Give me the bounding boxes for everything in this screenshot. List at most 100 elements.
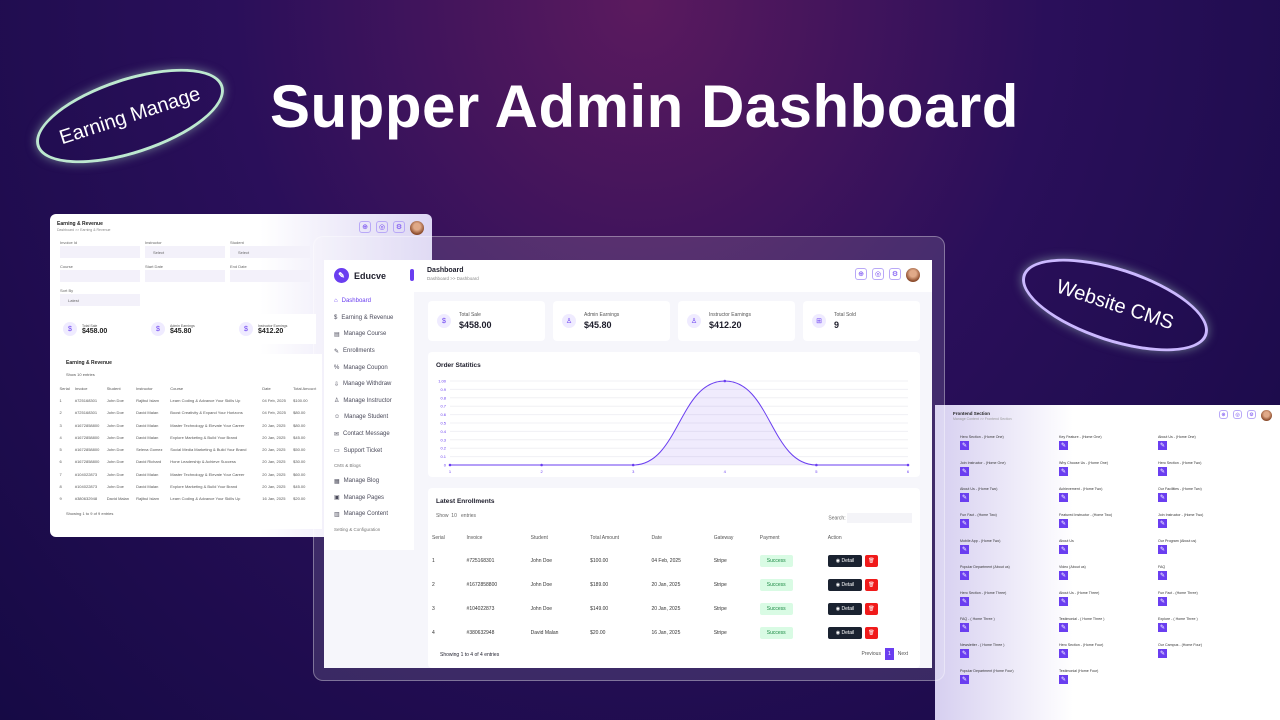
edit-icon[interactable]: ✎ [1158, 519, 1167, 528]
edit-icon[interactable]: ✎ [1158, 493, 1167, 502]
globe-icon[interactable]: ⊕ [359, 221, 371, 233]
column-header[interactable]: Total Amount [590, 535, 620, 541]
data-point[interactable] [631, 463, 635, 467]
sidebar-item-manage-withdraw[interactable]: ⇩ Manage Withdraw [334, 376, 404, 393]
edit-icon[interactable]: ✎ [1158, 571, 1167, 580]
filter-input[interactable] [145, 270, 225, 282]
previous-button[interactable]: Previous [861, 651, 881, 657]
column-header[interactable]: Student [106, 385, 121, 391]
data-point[interactable] [448, 463, 452, 467]
sidebar-collapse-button[interactable] [410, 269, 414, 281]
sidebar-item-manage-course[interactable]: ▤ Manage Course [334, 326, 404, 343]
column-header[interactable]: Serial [432, 535, 445, 541]
column-header[interactable]: Invoice [74, 385, 88, 391]
column-header[interactable]: Invoice [466, 535, 483, 541]
edit-icon[interactable]: ✎ [960, 545, 969, 554]
sidebar-item-enrollments[interactable]: ✎ Enrollments [334, 343, 404, 360]
sidebar-item-manage-instructor[interactable]: ♙ Manage Instructor [334, 393, 404, 410]
cache-icon[interactable]: ◎ [1233, 410, 1242, 419]
data-point[interactable] [540, 463, 543, 467]
delete-button[interactable]: 🗑 [865, 579, 878, 591]
cache-icon[interactable]: ◎ [872, 268, 884, 280]
data-point[interactable] [815, 463, 818, 467]
detail-button[interactable]: ◉ Detail [827, 579, 863, 591]
sidebar-item-contact-message[interactable]: ✉ Contact Message [334, 426, 404, 443]
avatar[interactable] [906, 268, 920, 282]
settings-icon[interactable]: ⚙ [889, 268, 901, 280]
edit-icon[interactable]: ✎ [1059, 623, 1068, 632]
detail-button[interactable]: ◉ Detail [827, 603, 863, 615]
edit-icon[interactable]: ✎ [1059, 441, 1068, 450]
column-header[interactable]: Student [530, 535, 548, 541]
sidebar-item-manage-student[interactable]: ☺ Manage Student [334, 409, 404, 426]
brand-logo[interactable]: ✎ Educve [324, 260, 414, 291]
sidebar-item-manage-pages[interactable]: ▣ Manage Pages [334, 490, 404, 507]
edit-icon[interactable]: ✎ [1158, 467, 1167, 476]
settings-icon[interactable]: ⚙ [393, 221, 405, 233]
column-header[interactable]: Action [827, 535, 842, 541]
page-size-select[interactable]: 10 [77, 372, 82, 377]
globe-icon[interactable]: ⊕ [855, 268, 867, 280]
edit-icon[interactable]: ✎ [1158, 623, 1167, 632]
data-point[interactable] [906, 463, 910, 467]
page-1-button[interactable]: 1 [884, 648, 894, 660]
edit-icon[interactable]: ✎ [1059, 493, 1068, 502]
search-input[interactable] [847, 513, 912, 523]
detail-button[interactable]: ◉ Detail [827, 627, 863, 639]
edit-icon[interactable]: ✎ [1059, 571, 1068, 580]
sidebar-item-manage-blog[interactable]: ▦ Manage Blog [334, 473, 404, 490]
cms-section-label: Newsletter - ( Home Three ) [960, 643, 1005, 647]
avatar[interactable] [1261, 410, 1272, 421]
table-cell: $50.00 [293, 447, 306, 453]
edit-icon[interactable]: ✎ [1158, 597, 1167, 606]
edit-icon[interactable]: ✎ [1158, 649, 1167, 658]
next-button[interactable]: Next [897, 651, 908, 657]
filter-input[interactable]: Select [230, 246, 310, 258]
delete-button[interactable]: 🗑 [865, 627, 878, 639]
page-size-select[interactable]: 10 [451, 513, 457, 519]
edit-icon[interactable]: ✎ [960, 623, 969, 632]
column-header[interactable]: Gateway [713, 535, 734, 541]
column-header[interactable]: Payment [759, 535, 780, 541]
edit-icon[interactable]: ✎ [960, 571, 969, 580]
detail-button[interactable]: ◉ Detail [827, 555, 863, 567]
globe-icon[interactable]: ⊕ [1219, 410, 1228, 419]
edit-icon[interactable]: ✎ [960, 675, 969, 684]
edit-icon[interactable]: ✎ [1059, 675, 1068, 684]
column-header[interactable]: Date [651, 535, 662, 541]
edit-icon[interactable]: ✎ [960, 519, 969, 528]
edit-icon[interactable]: ✎ [1059, 545, 1068, 554]
column-header[interactable]: Instructor [136, 385, 153, 391]
settings-icon[interactable]: ⚙ [1247, 410, 1256, 419]
column-header[interactable]: Total Amount [293, 385, 317, 391]
edit-icon[interactable]: ✎ [960, 597, 969, 606]
avatar[interactable] [410, 221, 424, 235]
edit-icon[interactable]: ✎ [1059, 649, 1068, 658]
delete-button[interactable]: 🗑 [865, 555, 878, 567]
column-header[interactable]: Course [170, 385, 184, 391]
edit-icon[interactable]: ✎ [1158, 545, 1167, 554]
edit-icon[interactable]: ✎ [1059, 597, 1068, 606]
sidebar-item-support-ticket[interactable]: ▭ Support Ticket [334, 442, 404, 459]
data-point[interactable] [723, 379, 727, 383]
edit-icon[interactable]: ✎ [1158, 441, 1167, 450]
cache-icon[interactable]: ◎ [376, 221, 388, 233]
sidebar-item-dashboard[interactable]: ⌂ Dashboard [334, 293, 404, 310]
edit-icon[interactable]: ✎ [960, 441, 969, 450]
edit-icon[interactable]: ✎ [1059, 467, 1068, 476]
sidebar-item-manage-coupon[interactable]: % Manage Coupon [334, 359, 404, 376]
filter-input[interactable] [60, 270, 140, 282]
filter-input[interactable]: Select [145, 246, 225, 258]
column-header[interactable]: Serial [59, 385, 70, 391]
edit-icon[interactable]: ✎ [1059, 519, 1068, 528]
sidebar-item-earning-revenue[interactable]: $ Earning & Revenue [334, 310, 404, 327]
filter-input[interactable] [230, 270, 310, 282]
filter-input[interactable] [60, 246, 140, 258]
column-header[interactable]: Date [262, 385, 271, 391]
delete-button[interactable]: 🗑 [865, 603, 878, 615]
edit-icon[interactable]: ✎ [960, 467, 969, 476]
filter-input[interactable]: Latest [60, 294, 140, 306]
edit-icon[interactable]: ✎ [960, 649, 969, 658]
sidebar-item-manage-content[interactable]: ▥ Manage Content [334, 506, 404, 523]
edit-icon[interactable]: ✎ [960, 493, 969, 502]
